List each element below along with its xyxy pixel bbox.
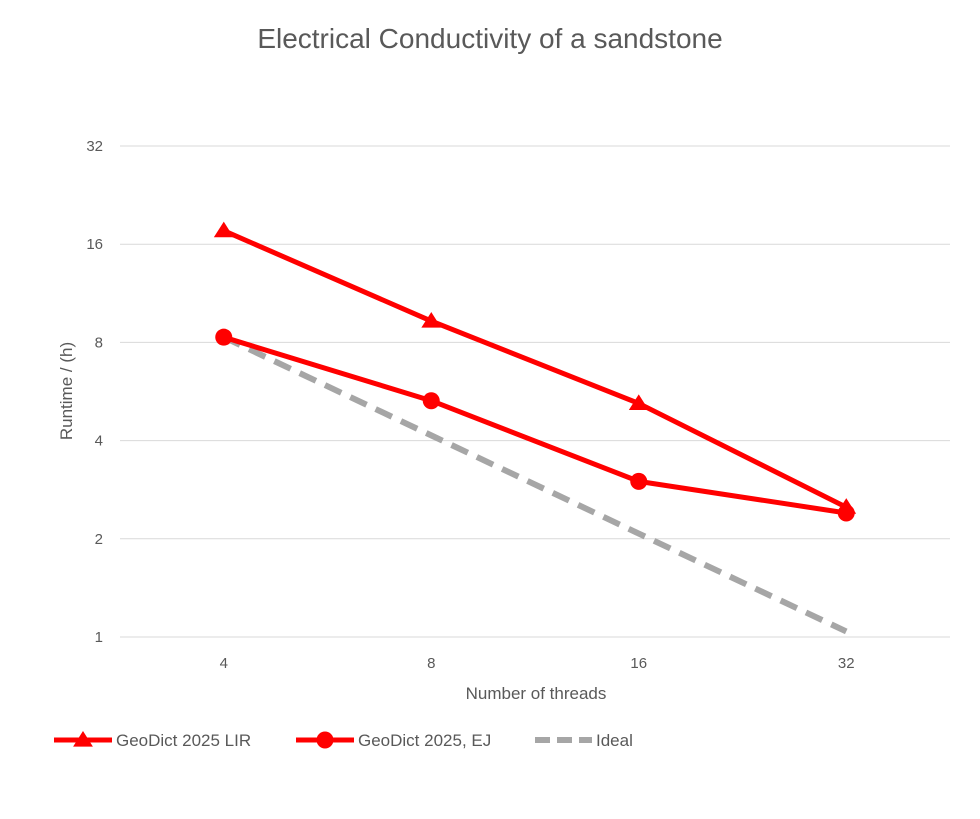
- data-point-circle: [215, 328, 233, 346]
- legend-item: GeoDict 2025, EJ: [296, 731, 491, 750]
- legend-circle-marker: [316, 731, 334, 749]
- x-tick-labels: 4 8 16 32: [220, 655, 855, 672]
- legend-label: GeoDict 2025, EJ: [358, 731, 491, 750]
- x-tick-label: 4: [220, 655, 228, 672]
- y-tick-label: 32: [86, 138, 103, 155]
- data-point-circle: [422, 392, 440, 410]
- y-axis-label: Runtime / (h): [57, 342, 76, 440]
- y-tick-label: 16: [86, 236, 103, 253]
- series-line: [222, 334, 848, 635]
- data-point-circle: [837, 504, 855, 522]
- y-tick-label: 1: [95, 629, 103, 646]
- legend-item: Ideal: [535, 731, 633, 750]
- legend: GeoDict 2025 LIR GeoDict 2025, EJ Ideal: [54, 730, 633, 750]
- y-tick-labels: 1 2 4 8 16 32: [86, 138, 103, 646]
- series-1: [215, 328, 855, 522]
- y-tick-label: 2: [95, 531, 103, 548]
- y-tick-label: 4: [95, 433, 103, 450]
- y-tick-label: 8: [95, 334, 103, 351]
- legend-label: GeoDict 2025 LIR: [116, 731, 251, 750]
- grid-lines: [120, 145, 950, 638]
- x-tick-label: 32: [838, 655, 855, 672]
- data-point-triangle: [421, 312, 442, 328]
- series-line: [222, 228, 848, 510]
- data-point-circle: [630, 472, 648, 490]
- chart-title: Electrical Conductivity of a sandstone: [257, 23, 722, 54]
- legend-label: Ideal: [596, 731, 633, 750]
- series-0: [213, 221, 857, 514]
- series-line: [223, 334, 847, 516]
- x-tick-label: 16: [630, 655, 647, 672]
- x-tick-label: 8: [427, 655, 435, 672]
- data-point-triangle: [628, 394, 649, 411]
- x-axis-label: Number of threads: [466, 684, 607, 703]
- legend-item: GeoDict 2025 LIR: [54, 730, 251, 750]
- series-group: [213, 221, 857, 635]
- legend-triangle-marker: [73, 730, 93, 747]
- series-2: [222, 334, 848, 635]
- data-point-triangle: [213, 221, 234, 238]
